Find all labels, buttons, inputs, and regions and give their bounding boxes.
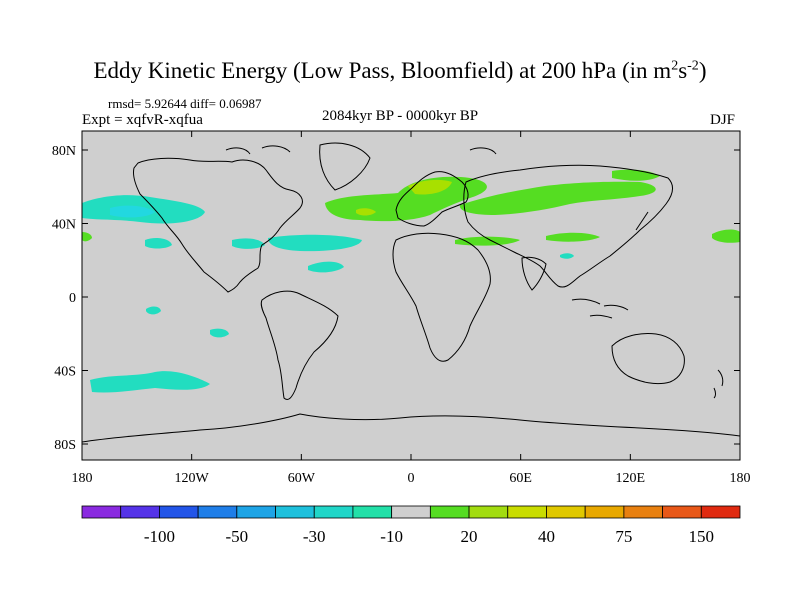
anomaly-asia <box>459 181 656 215</box>
coast-antarctica <box>82 413 740 443</box>
anomaly-north-america <box>232 238 265 249</box>
lat-label: 40S <box>54 365 76 380</box>
coast-greenland <box>319 142 371 191</box>
colorbar-cell <box>507 505 547 519</box>
lon-label: 60E <box>509 471 532 486</box>
anomaly-atlantic-west <box>268 234 362 252</box>
colorbar-cells <box>81 505 741 519</box>
colorbar-label: -50 <box>225 527 248 546</box>
colorbar-cell <box>584 505 625 519</box>
colorbar-cell <box>468 505 509 519</box>
coast-south-america <box>260 290 339 401</box>
period-label: 2084kyr BP - 0000kyr BP <box>321 108 479 124</box>
colorbar-cell <box>662 505 702 519</box>
coast-australia <box>611 333 685 385</box>
colorbar-cell <box>313 505 354 519</box>
longitude-labels: 180 120W 60W 0 60E 120E 180 <box>72 471 751 486</box>
colorbar-labels: -100 -50 -30 -10 20 40 75 150 <box>144 527 714 546</box>
colorbar-cell <box>159 505 199 519</box>
coast-indonesia <box>571 298 629 319</box>
coast-new-zealand <box>713 369 724 399</box>
colorbar-cell <box>352 505 393 519</box>
coast-north-america <box>133 157 303 293</box>
latitude-labels: 80N 40N 0 40S 80S <box>52 144 76 453</box>
rmsd-diff-stats: rmsd= 5.92644 diff= 0.06987 <box>108 96 262 111</box>
anomaly-mediterranean <box>455 236 520 246</box>
anomaly-north-pacific-core <box>110 205 155 218</box>
lon-label: 0 <box>408 471 415 486</box>
anomaly-west-pacific <box>712 229 740 243</box>
anomaly-south-pacific-mid <box>210 328 229 338</box>
chart-title: Eddy Kinetic Energy (Low Pass, Bloomfiel… <box>93 58 707 83</box>
colorbar-cell <box>120 505 160 519</box>
colorbar-cell <box>197 505 238 519</box>
colorbar-cell <box>275 505 315 519</box>
experiment-label: Expt = xqfvR-xqfua <box>82 112 203 128</box>
colorbar-cell <box>391 505 431 519</box>
coast-asia <box>463 164 673 288</box>
colorbar-cell <box>81 505 122 519</box>
anomaly-layer <box>82 169 740 393</box>
colorbar-label: -100 <box>144 527 175 546</box>
anomaly-atlantic-edge <box>82 232 92 242</box>
anomaly-east-asia <box>546 232 600 242</box>
lon-label: 180 <box>72 471 93 486</box>
lon-label: 120W <box>175 471 210 486</box>
colorbar-cell <box>700 505 741 519</box>
anomaly-europe-core <box>408 179 452 195</box>
axis-ticks <box>81 131 741 460</box>
colorbar-label: 75 <box>615 527 632 546</box>
colorbar-label: 150 <box>689 527 715 546</box>
coast-europe <box>395 171 469 227</box>
lat-label: 80N <box>52 144 76 159</box>
colorbar-label: 40 <box>538 527 555 546</box>
colorbar-label: -10 <box>380 527 403 546</box>
colorbar-label: 20 <box>461 527 478 546</box>
anomaly-east-pacific <box>145 237 172 249</box>
coastlines <box>82 142 740 443</box>
season-label: DJF <box>710 112 736 128</box>
coast-africa <box>392 232 491 362</box>
lon-label: 180 <box>730 471 751 486</box>
coast-india <box>521 256 547 291</box>
colorbar-cell <box>236 505 276 519</box>
lat-label: 0 <box>69 291 76 306</box>
colorbar-label: -30 <box>303 527 326 546</box>
colorbar-cell <box>429 505 470 519</box>
coast-japan <box>635 211 649 231</box>
anomaly-south-pacific <box>90 371 210 393</box>
colorbar-cell <box>546 505 586 519</box>
anomaly-europe-small-core <box>356 208 376 216</box>
lat-label: 80S <box>54 438 76 453</box>
lon-label: 120E <box>616 471 646 486</box>
coast-arctic-islands <box>225 145 497 155</box>
lat-label: 40N <box>52 218 76 233</box>
anomaly-arabia <box>560 253 574 259</box>
anomaly-south-pacific-small <box>146 306 161 315</box>
anomaly-subtropical-atlantic <box>308 261 344 273</box>
lon-label: 60W <box>288 471 316 486</box>
colorbar-cell <box>623 505 663 519</box>
